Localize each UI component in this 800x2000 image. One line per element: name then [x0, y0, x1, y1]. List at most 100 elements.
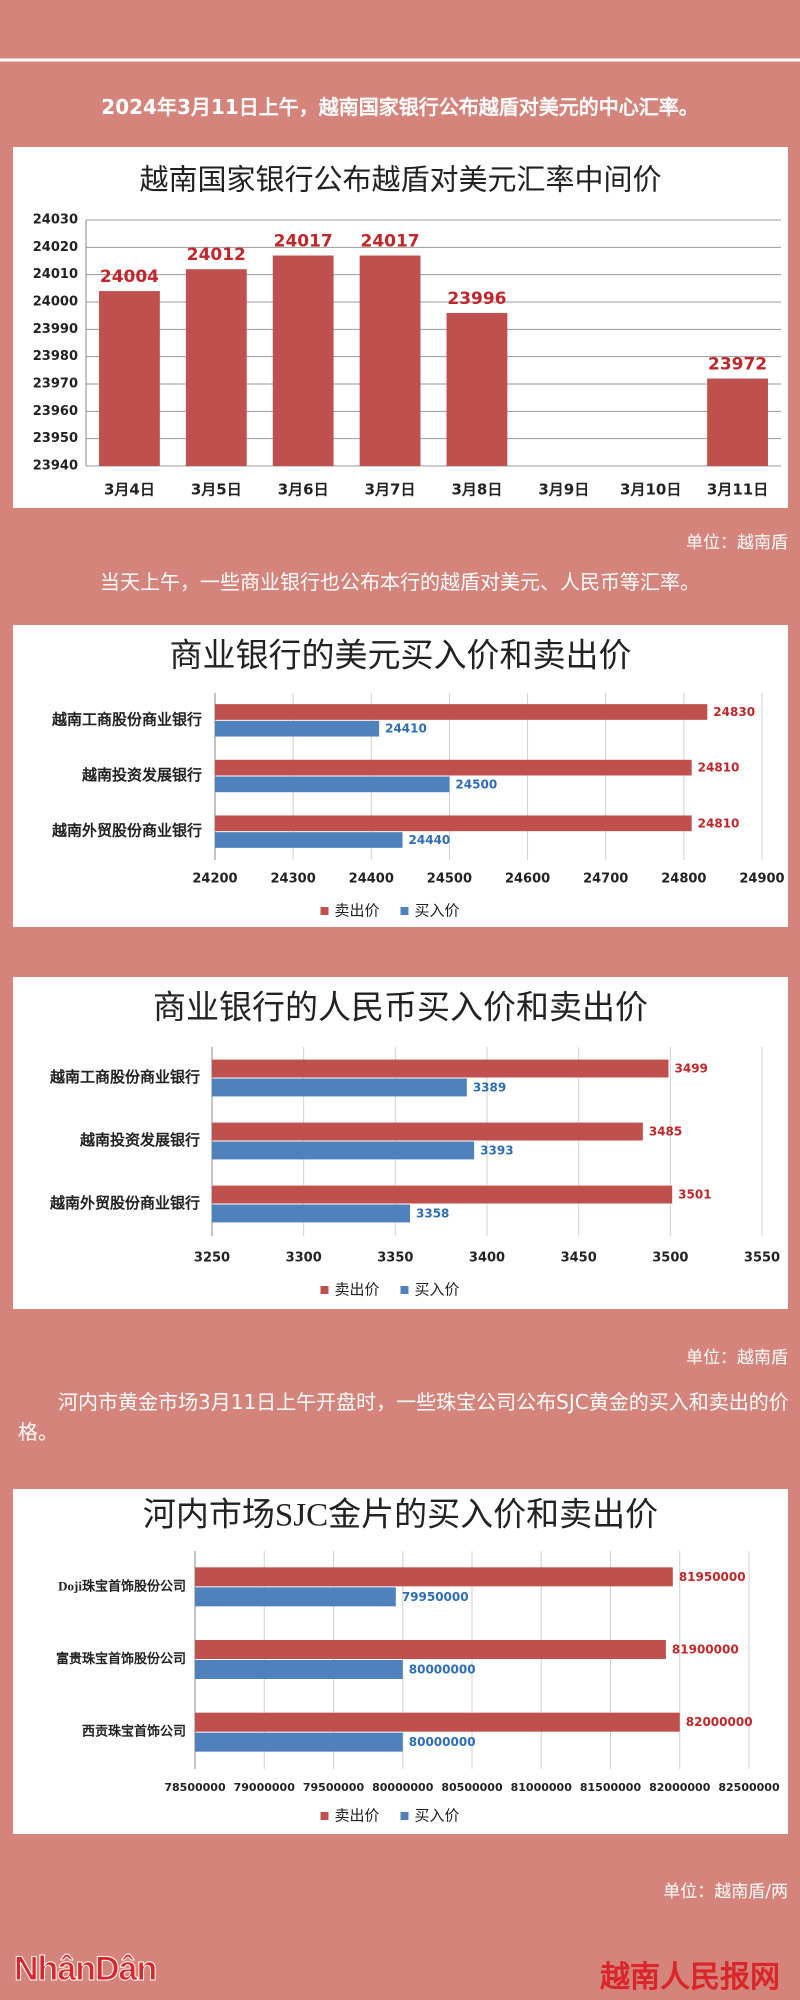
- bar: [212, 1122, 643, 1141]
- y-tick-label: 越南外贸股份商业银行: [49, 1194, 200, 1212]
- chart-title: 越南国家银行公布越盾对美元汇率中间价: [139, 164, 661, 197]
- chart-title: 商业银行的人民币买入价和卖出价: [153, 990, 648, 1027]
- chart-title: 河内市场SJC金片的买入价和卖出价: [143, 1497, 658, 1534]
- value-label: 3485: [649, 1125, 682, 1139]
- value-label: 24440: [409, 833, 451, 847]
- bar: [212, 1059, 669, 1078]
- y-tick-label: 23990: [33, 322, 78, 337]
- x-tick-label: 24200: [192, 872, 237, 887]
- bar: [195, 1567, 673, 1587]
- value-label: 24410: [385, 722, 427, 736]
- x-tick-label: 24400: [349, 872, 394, 887]
- paragraph: 当天上午，一些商业银行也公布本行的越盾对美元、人民币等汇率。: [100, 570, 700, 594]
- chart-title: 商业银行的美元买入价和卖出价: [170, 638, 632, 675]
- chart-panel: [13, 625, 788, 927]
- value-label: 3499: [675, 1062, 708, 1076]
- legend-label: 卖出价: [335, 1807, 380, 1825]
- y-tick-label: 23970: [33, 377, 78, 392]
- bar: [212, 1141, 475, 1160]
- y-tick-label: 23980: [33, 349, 78, 364]
- bar: [272, 255, 334, 466]
- x-tick-label: 24900: [739, 872, 784, 887]
- legend-swatch: [400, 1812, 409, 1820]
- x-tick-label: 24300: [271, 872, 316, 887]
- bar: [99, 291, 160, 466]
- value-label: 23996: [447, 289, 506, 309]
- bar: [185, 269, 247, 466]
- y-tick-label: 越南工商股份商业银行: [49, 1068, 200, 1086]
- y-tick-label: 西贡珠宝首饰公司: [82, 1724, 186, 1739]
- x-tick-label: 3550: [744, 1251, 780, 1266]
- x-tick-label: 81000000: [511, 1781, 573, 1794]
- x-tick-label: 3月6日: [278, 481, 329, 499]
- value-label: 82000000: [686, 1715, 753, 1729]
- bar: [195, 1732, 403, 1752]
- y-tick-label: 23940: [33, 459, 78, 474]
- bar: [215, 704, 708, 720]
- x-tick-label: 80500000: [441, 1781, 503, 1794]
- site-name: 越南人民报网: [600, 1960, 780, 1995]
- x-tick-label: 3月7日: [365, 481, 416, 499]
- bar: [215, 759, 692, 776]
- y-tick-label: 越南工商股份商业银行: [51, 710, 202, 728]
- value-label: 24017: [274, 232, 333, 252]
- value-label: 3389: [473, 1080, 506, 1094]
- x-tick-label: 3月8日: [452, 481, 503, 499]
- y-tick-label: 越南投资发展银行: [79, 1131, 200, 1149]
- legend-label: 买入价: [415, 902, 460, 920]
- value-label: 24500: [455, 777, 497, 791]
- legend-label: 买入价: [415, 1807, 460, 1825]
- legend-swatch: [320, 907, 329, 915]
- bar: [446, 312, 508, 466]
- y-tick-label: 富贵珠宝首饰股份公司: [56, 1651, 186, 1666]
- value-label: 24810: [698, 761, 740, 775]
- legend-swatch: [320, 1812, 329, 1820]
- bar: [359, 255, 421, 466]
- x-tick-label: 81500000: [580, 1781, 642, 1794]
- bar: [215, 720, 380, 737]
- x-tick-label: 3300: [286, 1251, 322, 1266]
- bar: [212, 1078, 467, 1097]
- unit-label: 单位：越南盾: [686, 533, 788, 553]
- value-label: 81900000: [672, 1643, 739, 1657]
- y-tick-label: 24030: [33, 213, 78, 228]
- bar: [195, 1587, 396, 1607]
- legend-swatch: [400, 907, 409, 915]
- bar: [195, 1640, 666, 1659]
- x-tick-label: 3月10日: [620, 481, 681, 499]
- x-tick-label: 24500: [427, 872, 472, 887]
- value-label: 24810: [698, 816, 740, 830]
- value-label: 24017: [360, 232, 419, 252]
- x-tick-label: 3250: [194, 1251, 230, 1266]
- value-label: 3501: [678, 1188, 711, 1202]
- value-label: 24012: [187, 245, 246, 265]
- unit-label: 单位：越南盾/两: [663, 1882, 788, 1902]
- y-tick-label: Doji珠宝首饰股份公司: [58, 1578, 186, 1593]
- x-tick-label: 3月9日: [538, 481, 589, 499]
- bar: [215, 815, 692, 832]
- bar: [212, 1185, 673, 1204]
- value-label: 3393: [480, 1143, 513, 1157]
- value-label: 24004: [100, 267, 159, 287]
- x-tick-label: 3月11日: [707, 481, 768, 499]
- value-label: 24830: [713, 705, 755, 719]
- x-tick-label: 78500000: [164, 1781, 226, 1794]
- y-tick-label: 24020: [33, 240, 78, 255]
- bar: [195, 1660, 403, 1679]
- x-tick-label: 24800: [661, 872, 706, 887]
- x-tick-label: 3450: [561, 1251, 597, 1266]
- bar: [212, 1204, 410, 1223]
- paragraph: 河内市黄金市场3月11日上午开盘时，一些珠宝公司公布SJC黄金的买入和卖出的价格…: [18, 1390, 789, 1444]
- bar: [215, 776, 450, 793]
- x-tick-label: 80000000: [372, 1781, 434, 1794]
- legend-label: 卖出价: [335, 902, 380, 920]
- x-tick-label: 82500000: [718, 1781, 780, 1794]
- x-tick-label: 79000000: [234, 1781, 296, 1794]
- x-tick-label: 3500: [652, 1251, 688, 1266]
- value-label: 79950000: [402, 1590, 469, 1604]
- x-tick-label: 24600: [505, 872, 550, 887]
- x-tick-label: 82000000: [649, 1781, 711, 1794]
- y-tick-label: 23960: [33, 404, 78, 419]
